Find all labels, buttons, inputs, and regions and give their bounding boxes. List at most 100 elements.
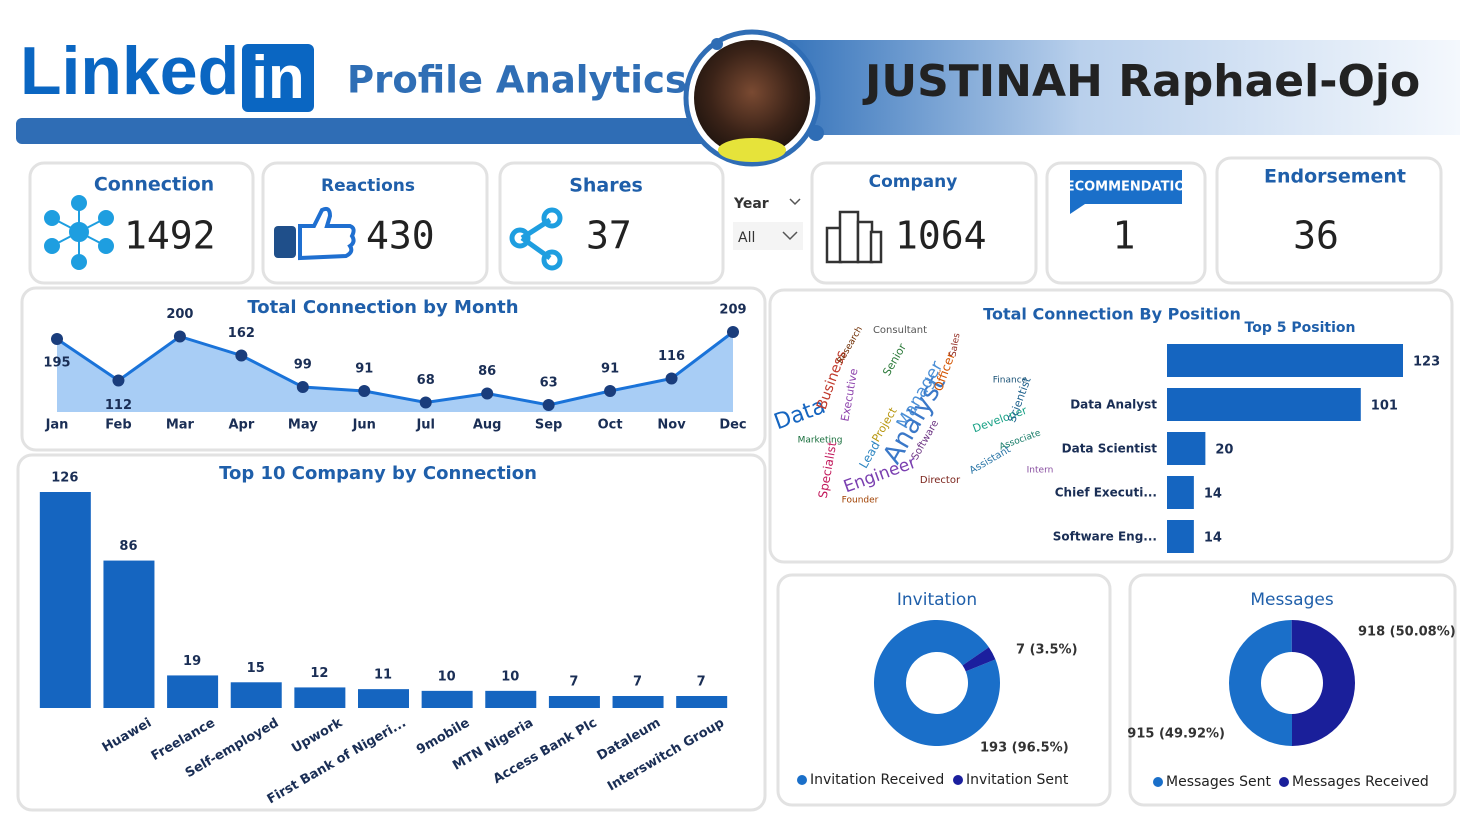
x-tick-label: Jul	[415, 418, 435, 433]
legend-label: Messages Received	[1292, 774, 1429, 790]
kpi-label: Reactions	[321, 176, 415, 196]
logo-box	[242, 44, 314, 112]
data-label: 7	[569, 675, 578, 690]
x-tick-label: Oct	[598, 418, 623, 433]
data-label: 200	[166, 307, 193, 322]
bar	[1167, 432, 1206, 465]
data-label: 20	[1215, 443, 1233, 458]
x-tick-label: Sep	[535, 418, 563, 433]
x-tick-label: May	[288, 418, 318, 433]
chart-title: Top 5 Position	[1245, 320, 1356, 336]
kpi-card	[28, 161, 255, 285]
point	[419, 396, 432, 409]
data-label: 101	[1371, 399, 1398, 414]
kpi-value: 36	[1293, 214, 1339, 258]
filter-value[interactable]: All	[738, 230, 755, 246]
legend-label: Invitation Received	[810, 772, 944, 788]
data-label: 12	[310, 666, 328, 681]
point	[358, 385, 371, 397]
donut-slice	[1291, 619, 1356, 747]
word-cloud-word: Intern	[1027, 466, 1054, 476]
data-label: 193 (96.5%)	[980, 741, 1069, 756]
donut-slice	[873, 619, 1000, 746]
x-tick-label: Dec	[719, 418, 746, 433]
logo-box-text: in	[251, 44, 304, 111]
bar	[612, 696, 664, 708]
data-label: 918 (50.08%)	[1358, 625, 1456, 640]
data-label: 126	[51, 471, 78, 486]
y-tick-label: Data Analyst	[1070, 398, 1157, 412]
legend-marker	[953, 775, 963, 785]
data-label: 162	[228, 326, 255, 341]
bar	[1167, 388, 1361, 421]
x-tick-label: Apr	[228, 418, 254, 433]
data-label: 10	[501, 669, 519, 684]
x-tick-label: Mar	[166, 418, 195, 433]
connection-icon	[44, 195, 114, 270]
chart-title: Invitation	[897, 590, 977, 610]
x-tick-label: Aug	[473, 418, 502, 433]
point	[235, 349, 248, 362]
point	[296, 381, 309, 393]
kpi-label: Endorsement	[1264, 166, 1406, 188]
donut-slice	[962, 647, 996, 672]
legend-label: Messages Sent	[1166, 774, 1271, 790]
data-label: 99	[294, 358, 312, 373]
bar	[167, 675, 219, 708]
data-label: 15	[247, 661, 265, 676]
chart-title: Total Connection by Month	[247, 297, 518, 318]
shares-icon	[509, 207, 563, 271]
bar	[39, 492, 91, 708]
data-label: 11	[374, 668, 392, 683]
bar	[294, 687, 346, 708]
point	[112, 374, 125, 387]
kpi-label: Shares	[569, 175, 643, 197]
x-tick-label: Nov	[657, 418, 686, 433]
kpi-label: Company	[869, 172, 958, 192]
line	[56, 330, 734, 407]
panel	[776, 573, 1112, 807]
point	[727, 326, 739, 338]
point	[173, 330, 186, 343]
filter-box[interactable]	[733, 222, 803, 250]
x-tick-label: Feb	[105, 418, 131, 433]
data-label: 91	[355, 362, 373, 377]
data-label: 209	[719, 303, 746, 318]
x-tick-label: Jun	[352, 418, 376, 433]
data-label: 68	[417, 373, 435, 388]
word-cloud-word: Consultant	[873, 325, 927, 336]
kpi-card	[1215, 156, 1443, 285]
legend-marker	[797, 775, 807, 785]
panel	[1128, 573, 1457, 807]
data-label: 14	[1204, 531, 1222, 546]
data-label: 7	[633, 675, 642, 690]
bar	[1167, 520, 1194, 553]
reactions-icon	[274, 206, 356, 261]
bar	[1167, 344, 1403, 377]
chart-title: Messages	[1250, 590, 1334, 610]
company-icon	[825, 210, 883, 264]
kpi-value: 1492	[124, 214, 216, 258]
page-title: Profile Analytics	[347, 59, 687, 102]
data-label: 116	[658, 349, 685, 364]
bar	[676, 696, 728, 708]
x-tick-label: Jan	[45, 418, 69, 433]
bar	[1167, 476, 1194, 509]
bar	[548, 696, 600, 708]
data-label: 123	[1413, 355, 1440, 370]
data-label: 915 (49.92%)	[1127, 727, 1225, 742]
word-cloud-word: Marketing	[798, 436, 843, 446]
point	[481, 387, 494, 400]
chart-title: Top 10 Company by Connection	[219, 463, 537, 484]
data-label: 63	[540, 376, 558, 391]
photo-dot	[711, 38, 723, 50]
data-label: 86	[478, 364, 496, 379]
data-label: 86	[119, 539, 137, 554]
bar	[230, 682, 282, 708]
word-cloud-word: Finance	[993, 376, 1028, 386]
year-filter[interactable]	[733, 198, 803, 250]
profile-name: JUSTINAH Raphael-Ojo	[862, 56, 1420, 107]
data-label: 112	[105, 398, 132, 413]
kpi-value: 1064	[895, 214, 987, 258]
photo-shirt	[718, 138, 786, 162]
